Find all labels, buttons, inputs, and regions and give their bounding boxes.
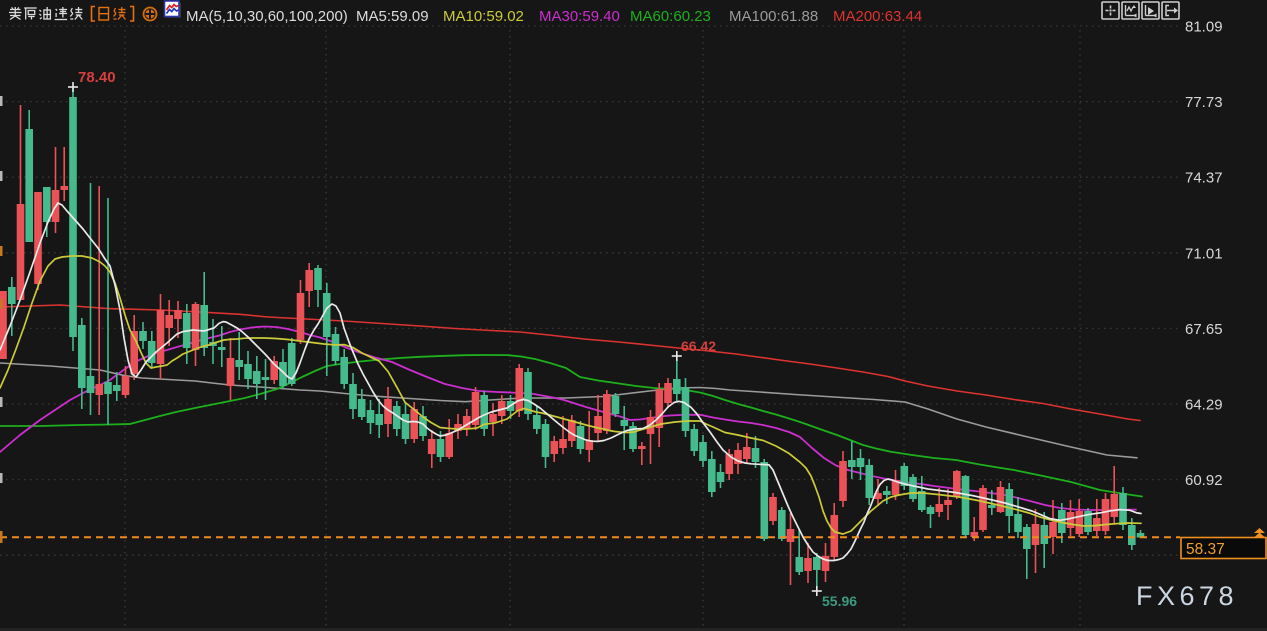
svg-text:58.37: 58.37 (1186, 541, 1225, 558)
svg-text:60.92: 60.92 (1185, 472, 1223, 489)
svg-text:74.37: 74.37 (1185, 170, 1223, 187)
svg-text:MA(5,10,30,60,100,200): MA(5,10,30,60,100,200) (186, 8, 348, 25)
svg-text:MA5:59.09: MA5:59.09 (356, 8, 429, 25)
svg-text:55.96: 55.96 (822, 593, 857, 609)
svg-text:77.73: 77.73 (1185, 94, 1223, 111)
svg-text:78.40: 78.40 (78, 69, 116, 86)
svg-text:MA200:63.44: MA200:63.44 (833, 8, 922, 25)
svg-text:MA60:60.23: MA60:60.23 (630, 8, 711, 25)
svg-text:FX678: FX678 (1136, 581, 1238, 611)
svg-text:MA10:59.02: MA10:59.02 (443, 8, 524, 25)
svg-text:64.29: 64.29 (1185, 397, 1223, 414)
svg-text:71.01: 71.01 (1185, 245, 1223, 262)
svg-text:67.65: 67.65 (1185, 321, 1223, 338)
svg-text:66.42: 66.42 (681, 338, 716, 354)
svg-text:MA100:61.88: MA100:61.88 (729, 8, 818, 25)
svg-text:81.09: 81.09 (1185, 19, 1223, 36)
svg-text:MA30:59.40: MA30:59.40 (539, 8, 620, 25)
